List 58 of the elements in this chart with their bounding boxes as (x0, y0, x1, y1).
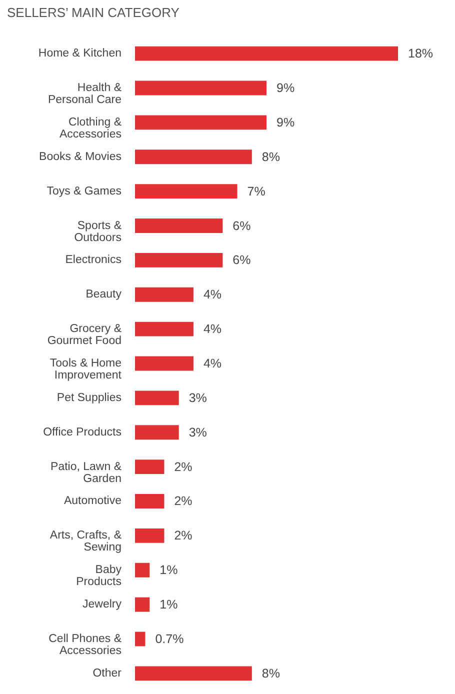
y-tick-label: Automotive (64, 495, 122, 508)
y-tick-label: Grocery & Gourmet Food (47, 323, 122, 348)
y-tick-label: Patio, Lawn & Garden (50, 460, 122, 485)
data-label: 0.7% (155, 632, 184, 646)
data-label: 6% (232, 253, 251, 268)
bar (135, 632, 146, 646)
y-tick-label: Books & Movies (39, 150, 122, 163)
data-label: 8% (262, 666, 280, 680)
y-tick-label: Office Products (43, 426, 122, 438)
bar (135, 184, 238, 199)
y-tick-label: Pet Supplies (56, 392, 122, 404)
bar (135, 597, 150, 612)
y-tick-label: Toys & Games (46, 185, 122, 198)
bar (135, 666, 252, 681)
y-tick-label: Baby Products (76, 564, 122, 588)
bar (135, 356, 194, 371)
data-label: 2% (174, 494, 192, 508)
bar (135, 528, 164, 543)
data-label: 4% (203, 288, 222, 302)
bar (135, 115, 266, 130)
y-tick-label: Clothing & Accessories (60, 116, 122, 140)
bar (135, 287, 194, 302)
bar (135, 80, 266, 96)
bar (135, 390, 179, 406)
data-label: 2% (174, 528, 192, 543)
bar (135, 46, 398, 61)
bar (135, 494, 164, 508)
data-label: 3% (188, 390, 207, 405)
chart-title: SELLERS’ MAIN CATEGORY (7, 5, 180, 20)
data-label: 1% (160, 563, 178, 578)
y-tick-label: Electronics (65, 254, 122, 266)
bar (135, 425, 179, 440)
y-tick-label: Arts, Crafts, & Sewing (50, 530, 122, 554)
data-label: 3% (188, 425, 207, 440)
data-label: 7% (247, 184, 266, 198)
data-label: 4% (203, 322, 222, 336)
bar (135, 218, 223, 233)
data-label: 1% (160, 598, 178, 612)
bar (135, 252, 223, 268)
data-label: 8% (262, 150, 280, 164)
data-label: 18% (408, 46, 434, 61)
y-tick-label: Sports & Outdoors (74, 220, 122, 244)
bar (135, 562, 150, 578)
bar (135, 322, 194, 336)
data-label: 2% (174, 460, 192, 474)
bar (135, 460, 164, 474)
data-label: 6% (232, 218, 251, 233)
data-label: 9% (276, 81, 295, 95)
y-tick-label: Health & Personal Care (48, 82, 122, 106)
bar (135, 150, 252, 164)
data-label: 9% (276, 115, 295, 130)
y-tick-label: Other (92, 667, 122, 680)
y-tick-label: Jewelry (82, 598, 122, 611)
y-tick-label: Tools & Home Improvement (50, 358, 122, 382)
y-tick-label: Home & Kitchen (38, 48, 122, 60)
data-label: 4% (203, 356, 222, 370)
y-tick-label: Cell Phones & Accessories (48, 633, 122, 657)
y-tick-label: Beauty (86, 288, 122, 301)
